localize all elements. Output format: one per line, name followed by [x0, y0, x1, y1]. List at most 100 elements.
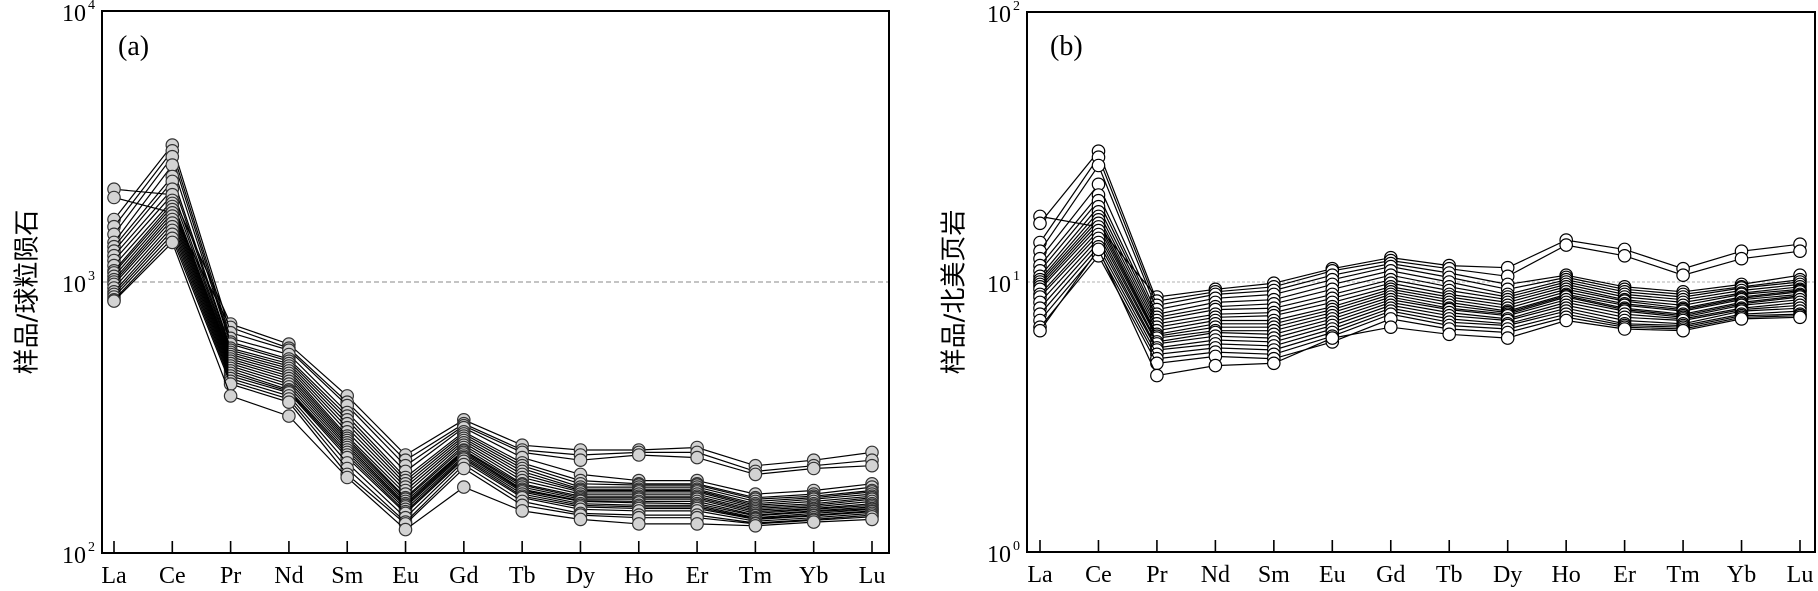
x-tick-label-tm: Tm	[739, 563, 773, 589]
series-line	[1039, 205, 1801, 325]
series-line	[113, 211, 873, 516]
data-point	[1442, 327, 1456, 342]
x-tick-label-la: La	[101, 563, 127, 589]
x-tick-label-nd: Nd	[1201, 562, 1230, 588]
series-line	[113, 241, 873, 531]
panel-label: (b)	[1050, 31, 1083, 62]
series-line	[113, 229, 873, 522]
x-tick-label-dy: Dy	[566, 563, 595, 589]
data-point	[1676, 268, 1690, 282]
plot-frame	[1026, 11, 1816, 553]
x-tick-label-ho: Ho	[624, 563, 653, 589]
data-point	[748, 518, 763, 533]
y-tick-exponent: 3	[88, 269, 95, 284]
series-line	[1039, 229, 1801, 343]
x-tick-label-er: Er	[1613, 562, 1636, 588]
x-tick-label-sm: Sm	[1258, 562, 1290, 588]
data-point	[1793, 244, 1807, 258]
data-point	[456, 461, 471, 476]
data-point	[1559, 313, 1573, 328]
data-point	[865, 458, 879, 473]
series-line	[113, 205, 873, 513]
data-point	[515, 504, 529, 518]
x-tick-label-ce: Ce	[159, 563, 186, 589]
series-line	[1039, 218, 1801, 335]
data-point	[1384, 320, 1398, 334]
y-tick-exponent: 0	[1013, 539, 1020, 554]
x-tick-label-yb: Yb	[799, 563, 828, 589]
series-a23	[107, 235, 879, 537]
series-line	[1039, 164, 1801, 311]
series-line	[113, 225, 873, 521]
series-line	[113, 188, 873, 506]
series-line	[113, 193, 873, 508]
series-line	[1039, 183, 1801, 315]
x-tick-label-nd: Nd	[274, 563, 303, 589]
y-tick-label: 10	[62, 272, 86, 298]
series-line	[113, 149, 873, 495]
series-line	[113, 196, 873, 473]
series-a22	[107, 231, 879, 531]
y-tick-label: 10	[987, 542, 1011, 568]
data-point	[1033, 216, 1047, 231]
series-line	[113, 221, 873, 520]
series-b18	[1033, 240, 1807, 362]
x-tick-label-gd: Gd	[449, 563, 478, 589]
series-line	[113, 199, 873, 510]
data-point	[1559, 238, 1573, 252]
series-line	[1039, 155, 1801, 306]
series-b6	[1033, 188, 1807, 325]
data-point	[1267, 356, 1281, 371]
x-tick-label-tm: Tm	[1666, 562, 1700, 588]
y-tick-label: 10	[987, 2, 1011, 28]
data-point	[573, 453, 588, 467]
data-point	[107, 294, 121, 308]
x-tick-label-pr: Pr	[220, 563, 241, 589]
series-line	[1039, 215, 1801, 332]
series-line	[113, 202, 873, 511]
data-point	[1734, 312, 1749, 326]
series-line	[113, 237, 873, 525]
x-tick-label-ce: Ce	[1085, 562, 1112, 588]
x-tick-label-lu: Lu	[859, 563, 886, 589]
data-point	[282, 395, 296, 409]
series-line	[1039, 250, 1801, 360]
data-point	[1091, 158, 1106, 173]
x-tick-label-er: Er	[686, 563, 709, 589]
x-tick-label-tb: Tb	[1436, 562, 1463, 588]
data-point	[573, 512, 588, 527]
x-tick-label-yb: Yb	[1727, 562, 1756, 588]
data-point	[1734, 251, 1749, 266]
series-line	[113, 218, 873, 519]
series-a18	[107, 216, 879, 526]
data-point	[165, 158, 180, 172]
data-point	[806, 515, 821, 529]
series-line	[1039, 199, 1801, 322]
data-point	[1793, 310, 1807, 325]
series-line	[113, 163, 873, 500]
series-b2	[1033, 144, 1807, 308]
series-a21	[107, 227, 879, 530]
series-line	[113, 180, 873, 505]
data-point	[398, 522, 413, 537]
series-line	[113, 143, 873, 476]
series-line	[1039, 254, 1801, 364]
series-line	[1039, 237, 1801, 349]
data-point	[1150, 368, 1164, 383]
series-line	[1039, 233, 1801, 345]
data-point	[690, 517, 704, 531]
data-point	[1617, 249, 1632, 263]
data-point	[456, 480, 471, 494]
data-point	[1033, 323, 1047, 338]
series-line	[113, 233, 873, 524]
data-point	[165, 235, 180, 250]
y-tick-exponent: 2	[88, 540, 95, 555]
series-line	[1039, 248, 1801, 377]
x-tick-label-sm: Sm	[331, 563, 363, 589]
y-tick-label: 10	[62, 1, 86, 27]
series-line	[113, 155, 873, 499]
data-point	[865, 512, 879, 527]
data-point	[748, 467, 763, 482]
x-tick-label-la: La	[1027, 562, 1053, 588]
